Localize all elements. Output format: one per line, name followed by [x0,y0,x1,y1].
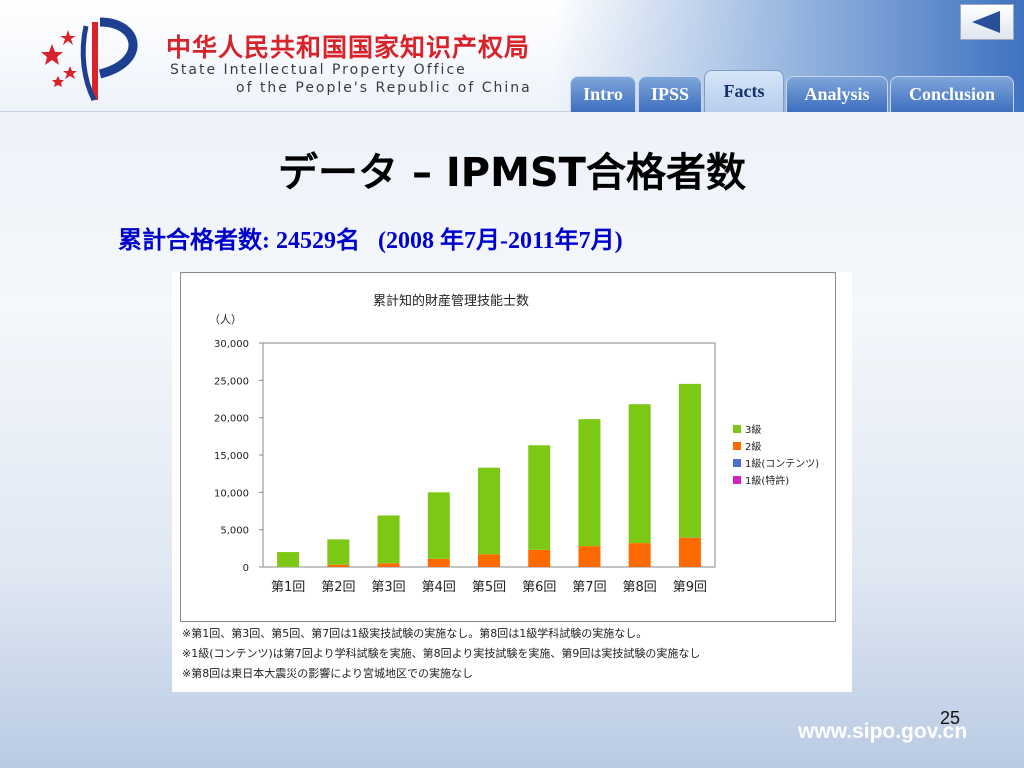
x-tick-label: 第9回 [673,580,707,595]
x-tick-label: 第5回 [472,580,506,595]
chart-note: ※第1回、第3回、第5回、第7回は1級実技試験の実施なし。第8回は1級学科試験の… [182,627,648,640]
chart-note: ※1級(コンテンツ)は第7回より学科試験を実施、第8回より実技試験を実施、第9回… [182,647,701,660]
chart-frame: 累計知的財産管理技能士数 （人） 30,000 25,000 20,000 15,000 1… [180,272,836,622]
page-number: 25 [940,708,961,728]
x-tick-label: 第8回 [623,580,657,595]
slide-title: データ – IPMST合格者数 [278,150,746,196]
bar-segment [678,537,701,567]
bar-segment [478,467,500,555]
bar-segment [578,419,601,547]
tab-intro[interactable]: Intro [570,76,636,112]
org-name-cn: 中华人民共和国国家知识产权局 [166,33,531,62]
bar-segment [427,492,450,559]
stacked-bar-chart: 累計知的財産管理技能士数 （人） 30,000 25,000 20,000 15,000 1… [209,293,819,595]
y-tick-label: 5,000 [220,526,249,537]
bar-segment [478,554,500,567]
legend-label: 1級(コンテンツ) [745,457,819,470]
chart-title: 累計知的財産管理技能士数 [373,293,529,309]
tab-facts[interactable]: Facts [704,70,784,112]
bar-segment [528,445,551,550]
legend-swatch [733,459,741,467]
org-name-en-line2: of the People's Republic of China [236,80,532,96]
x-tick-label: 第6回 [522,580,556,595]
header-banner: 中华人民共和国国家知识产权局 State Intellectual Proper… [0,0,1024,112]
chart-notes: ※第1回、第3回、第5回、第7回は1級実技試験の実施なし。第8回は1級学科試験の… [182,624,842,684]
legend-swatch [733,425,741,433]
legend-label: 2級 [745,440,761,453]
y-tick-label: 25,000 [214,376,249,387]
y-tick-label: 30,000 [214,339,249,350]
x-tick-label: 第3回 [371,580,405,595]
tab-conclusion[interactable]: Conclusion [890,76,1014,112]
slide-subtitle: 累計合格者数: 24529名 (2008 年7月-2011年7月) [118,228,623,254]
back-arrow-icon [972,11,1000,33]
y-tick-label: 20,000 [214,414,249,425]
sipo-logo-icon [41,17,138,102]
y-tick-label: 15,000 [214,451,249,462]
y-tick-label: 0 [243,563,249,574]
org-name-en-line1: State Intellectual Property Office [170,62,467,78]
tab-ipss[interactable]: IPSS [638,76,702,112]
bar-segment [678,383,701,538]
bar-segment [528,549,551,567]
y-axis-unit-label: （人） [209,313,242,326]
bar-segment [377,515,400,564]
tab-analysis[interactable]: Analysis [786,76,888,112]
y-tick-label: 10,000 [214,488,249,499]
back-button[interactable] [960,4,1014,40]
bar-segment [277,552,300,567]
footer-url[interactable]: www.sipo.gov.cn [798,720,968,743]
bar-segment [327,564,350,567]
bar-segment [578,546,601,567]
legend-swatch [733,442,741,450]
legend-swatch [733,476,741,484]
x-tick-label: 第7回 [572,580,606,595]
bar-segment [327,539,350,565]
bar-segment [377,563,400,567]
chart-panel: 累計知的財産管理技能士数 （人） 30,000 25,000 20,000 15,000 1… [172,272,852,692]
x-tick-label: 第4回 [422,580,456,595]
chart-note: ※第8回は東日本大震災の影響により宮城地区での実施なし [182,667,473,680]
x-tick-label: 第2回 [321,580,355,595]
legend-label: 1級(特許) [745,474,789,487]
x-tick-label: 第1回 [271,580,305,595]
bar-segment [628,543,651,567]
legend-label: 3級 [745,423,761,436]
bar-segment [628,404,651,544]
bar-segment [427,558,450,567]
